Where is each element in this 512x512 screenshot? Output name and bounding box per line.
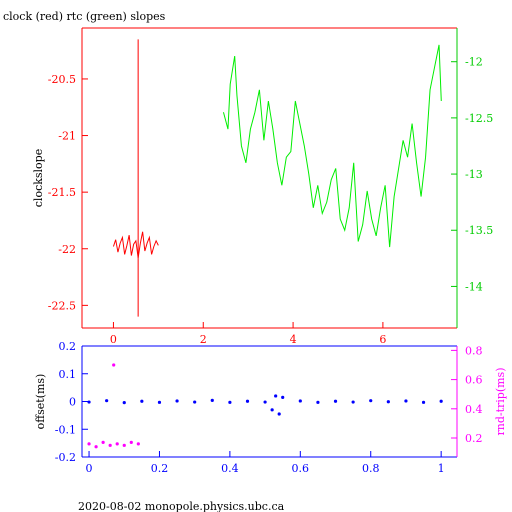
y-tick-label: -21.5 [48,186,76,199]
data-point [316,400,320,404]
data-point [228,400,232,404]
data-point [245,399,250,403]
y-axis-label: offset(ms) [34,374,47,430]
series-line-2 [222,44,442,248]
y-tick-label: -0.1 [55,423,76,436]
data-point [105,399,109,403]
data-point [87,442,91,446]
y-tick-label: -22.5 [48,299,76,312]
data-point [386,400,390,404]
y2-tick-label: -12.5 [465,112,493,125]
data-point [298,399,302,403]
data-point [108,443,112,447]
data-point [157,400,162,404]
x-tick-label: 4 [290,333,297,346]
series-line-0 [112,231,159,258]
data-point [369,399,373,403]
bottom-chart: 0 0.2 0.4 0.6 0.8 1 0.2 0.1 0 -0.1 -0.2 0.8 0.6 0.4 0.… [34,340,507,475]
data-point [210,398,214,402]
data-point [281,395,285,399]
y2-tick-label: -14 [465,280,483,293]
data-point [122,401,126,405]
data-point [140,399,144,403]
y2-tick-label: 0.8 [465,344,483,357]
y2-tick-label: -12 [465,56,483,69]
y2-tick-label: 0.6 [465,374,483,387]
data-point [333,399,338,403]
y2-tick-label: 0.2 [465,432,483,445]
x-tick-label: 0.6 [292,462,310,475]
data-point [351,400,355,404]
y2-tick-label: 0.4 [465,403,483,416]
x-tick-label: 0 [86,462,93,475]
x-tick-label: 0.8 [362,462,380,475]
x-tick-label: 0.4 [221,462,239,475]
y2-tick-label: -13.5 [465,224,493,237]
top-chart-title: clock (red) rtc (green) slopes [3,10,166,23]
data-point [263,400,267,404]
data-point [175,399,179,403]
x-tick-label: 0.2 [151,462,169,475]
y-axis-label: clockslope [32,149,45,207]
data-point [94,445,98,449]
y-tick-label: 0 [69,396,76,409]
data-point [274,394,278,398]
data-point [101,440,105,444]
data-point [277,412,281,416]
data-point [87,400,91,404]
data-point [122,443,126,447]
x-tick-label: 6 [379,333,386,346]
y2-axis-label: rnd-trip(ms) [494,368,507,436]
top-chart: 0 2 4 6 -20.5 -21 -21.5 -22 -22.5 -12 -12.5 -13 -13.… [32,27,493,346]
data-point [439,399,443,403]
y-tick-label: 0.1 [59,368,77,381]
y-tick-label: -0.2 [55,451,76,464]
y-tick-label: 0.2 [59,340,77,353]
data-point [270,408,274,412]
data-point [129,440,133,444]
data-point [404,399,408,403]
y-tick-label: -22 [58,243,76,256]
footer-text: 2020-08-02 monopole.physics.ubc.ca [78,500,285,512]
y-tick-label: -20.5 [48,73,76,86]
data-point [112,363,116,367]
data-point [136,442,140,446]
y-tick-label: -21 [58,130,76,143]
x-tick-label: 0 [110,333,117,346]
x-tick-label: 2 [200,333,207,346]
data-point [421,400,426,404]
data-point [115,442,119,446]
y2-tick-label: -13 [465,168,483,181]
x-tick-label: 1 [438,462,445,475]
data-point [193,400,197,404]
